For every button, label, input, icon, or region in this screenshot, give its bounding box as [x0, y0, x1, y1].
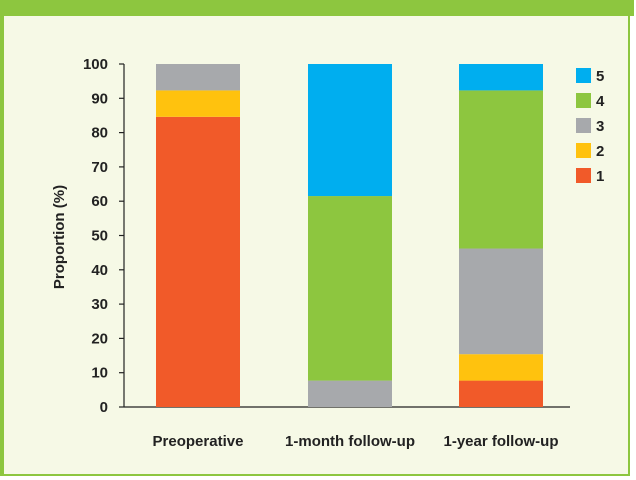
legend-label-5: 5	[596, 68, 604, 85]
legend: 5 4 3 2 1	[576, 68, 605, 185]
x-tick-label: Preoperative	[153, 433, 244, 450]
y-tick-label: 50	[91, 228, 108, 245]
bar-segment-2	[156, 90, 240, 117]
bar-segment-4	[459, 90, 543, 249]
y-tick-label: 40	[91, 262, 108, 279]
figure-header-bar	[4, 0, 634, 16]
y-tick-label: 0	[100, 399, 108, 416]
legend-swatch-4	[576, 93, 591, 108]
bar-segment-4	[308, 196, 392, 381]
y-axis-label: Proportion (%)	[51, 185, 68, 289]
legend-label-2: 2	[596, 143, 604, 160]
y-tick-label: 70	[91, 159, 108, 176]
bar-segment-3	[156, 64, 240, 91]
y-tick-label: 20	[91, 330, 108, 347]
y-tick-label: 30	[91, 296, 108, 313]
x-tick-label: 1-year follow-up	[443, 433, 558, 450]
x-tick-labels: Preoperative 1-month follow-up 1-year foll…	[153, 433, 559, 450]
y-tick-label: 90	[91, 90, 108, 107]
y-tick-labels: 0 10 20 30 40 50 60 70 80 90 100	[83, 56, 108, 416]
bar-segment-1	[459, 380, 543, 407]
legend-swatch-1	[576, 168, 591, 183]
x-tick-label: 1-month follow-up	[285, 433, 415, 450]
y-tick-label: 10	[91, 365, 108, 382]
legend-label-3: 3	[596, 118, 604, 135]
bar-segment-2	[459, 354, 543, 381]
bars	[156, 64, 543, 408]
legend-swatch-5	[576, 68, 591, 83]
legend-swatch-2	[576, 143, 591, 158]
legend-swatch-3	[576, 118, 591, 133]
y-tick-label: 100	[83, 56, 108, 73]
legend-label-4: 4	[596, 93, 605, 110]
legend-label-1: 1	[596, 168, 604, 185]
bar-segment-3	[308, 380, 392, 407]
y-tick-label: 60	[91, 193, 108, 210]
bar-segment-1	[156, 116, 240, 408]
bar-segment-3	[459, 248, 543, 355]
bar-segment-5	[459, 64, 543, 91]
y-tick-label: 80	[91, 125, 108, 142]
bar-segment-5	[308, 64, 392, 197]
